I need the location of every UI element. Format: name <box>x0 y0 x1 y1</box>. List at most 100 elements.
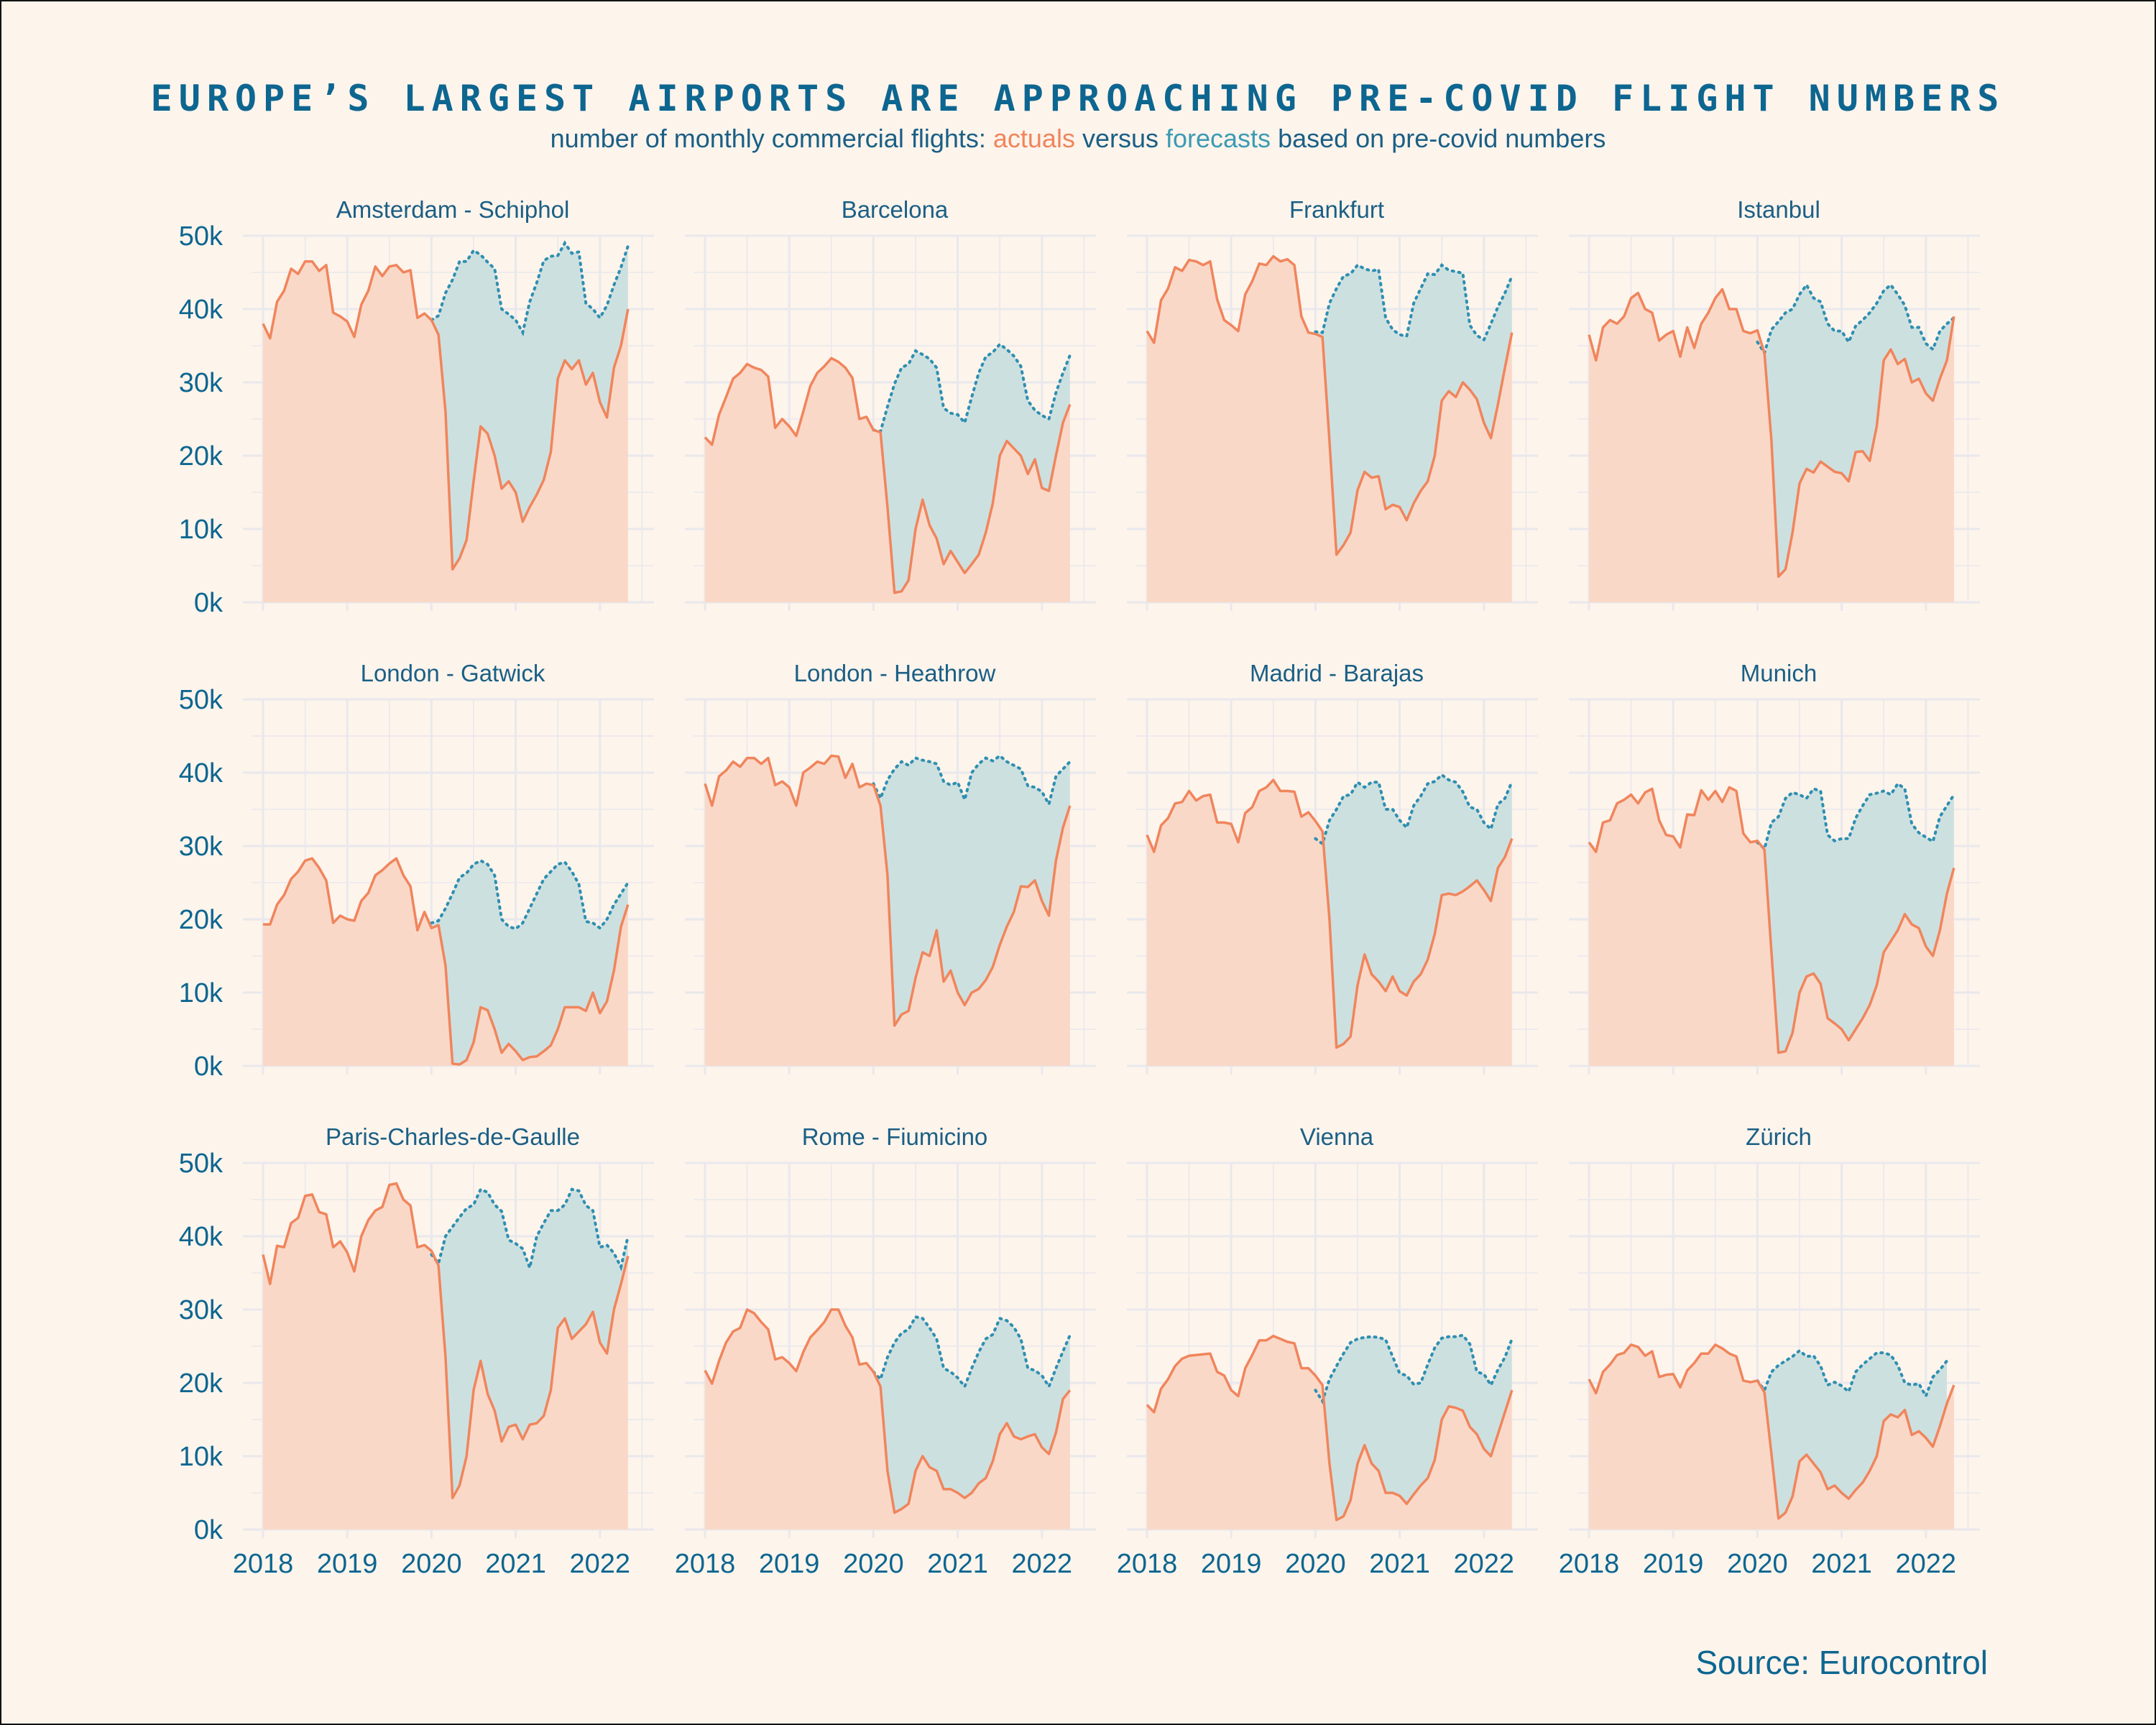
facet-panel: Rome - Fiumicino 2018 2019 2020 2021 2022 <box>675 1123 1096 1579</box>
forecast-area <box>1757 1351 1948 1519</box>
subtitle-forecasts: forecasts <box>1166 124 1271 153</box>
actual-line <box>704 356 1072 594</box>
x-tick-label: 2018 <box>675 1549 736 1579</box>
y-tick-label: 0k <box>194 1052 224 1082</box>
forecast-area <box>431 243 628 570</box>
x-tick-label: 2018 <box>1117 1549 1178 1579</box>
x-tick-label: 2022 <box>570 1549 631 1579</box>
x-tick-label: 2019 <box>1643 1549 1704 1579</box>
facet-panel: Amsterdam - Schiphol 0k 10k 20k 30k 40k 50k <box>179 196 654 618</box>
facet-title: Amsterdam - Schiphol <box>336 196 570 223</box>
forecast-line <box>1314 1333 1514 1405</box>
y-tick-label: 0k <box>194 588 224 618</box>
y-tick-label: 40k <box>179 758 224 788</box>
forecast-line <box>1314 263 1514 342</box>
forecast-area <box>431 860 628 1064</box>
actual-area <box>263 858 628 1066</box>
facet-title: Barcelona <box>842 196 949 223</box>
forecast-area <box>873 344 1070 593</box>
facet-panel: Barcelona <box>685 196 1096 611</box>
x-tick-label: 2022 <box>1454 1549 1515 1579</box>
x-tick-label: 2020 <box>401 1549 462 1579</box>
forecast-line <box>430 240 630 337</box>
x-tick-label: 2019 <box>317 1549 378 1579</box>
facet-title: London - Gatwick <box>361 660 545 686</box>
subtitle-actuals: actuals <box>992 124 1075 153</box>
y-tick-label: 50k <box>179 221 224 252</box>
facet-title: London - Heathrow <box>794 660 996 686</box>
actual-line <box>263 857 630 1066</box>
y-tick-label: 40k <box>179 1222 224 1252</box>
y-tick-label: 30k <box>179 1295 224 1325</box>
forecast-line <box>872 754 1072 809</box>
actual-area <box>263 1183 628 1530</box>
facet-panel: Frankfurt <box>1127 196 1538 611</box>
actual-line <box>1146 1334 1514 1522</box>
forecast-area <box>873 755 1070 1026</box>
facet-panel: Istanbul <box>1569 196 1980 611</box>
x-tick-label: 2019 <box>759 1549 820 1579</box>
forecast-area <box>1315 1335 1512 1520</box>
x-tick-label: 2021 <box>927 1549 988 1579</box>
y-tick-label: 10k <box>179 1442 224 1472</box>
actual-line <box>1146 778 1514 1049</box>
chart-title: EUROPE’S LARGEST AIRPORTS ARE APPROACHIN… <box>150 78 2006 119</box>
forecast-line <box>430 1187 630 1273</box>
facet-title: Munich <box>1741 660 1817 686</box>
forecast-line <box>1756 1348 1949 1400</box>
facet-panel: London - Gatwick 0k 10k 20k 30k 40k 50k <box>179 660 654 1082</box>
actual-line <box>1588 288 1955 579</box>
x-tick-label: 2021 <box>485 1549 546 1579</box>
forecast-line <box>1756 781 1955 852</box>
y-tick-label: 30k <box>179 368 224 398</box>
subtitle-suffix: based on pre-covid numbers <box>1271 124 1606 153</box>
facet-panel: Madrid - Barajas <box>1127 660 1538 1075</box>
actual-area <box>1147 256 1512 602</box>
facet-panel: Zürich 2018 2019 2020 2021 2022 <box>1559 1123 1980 1579</box>
x-tick-label: 2020 <box>1727 1549 1788 1579</box>
x-tick-label: 2021 <box>1369 1549 1430 1579</box>
facet-title: Frankfurt <box>1289 196 1384 223</box>
x-tick-label: 2018 <box>1559 1549 1620 1579</box>
x-tick-label: 2022 <box>1012 1549 1073 1579</box>
facet-title: Madrid - Barajas <box>1250 660 1424 686</box>
facet-title: Istanbul <box>1737 196 1820 223</box>
x-tick-label: 2020 <box>843 1549 904 1579</box>
forecast-line <box>872 342 1072 433</box>
y-tick-label: 20k <box>179 1368 224 1399</box>
y-tick-label: 20k <box>179 441 224 472</box>
y-tick-label: 0k <box>194 1515 224 1545</box>
facet-panel: Munich <box>1569 660 1980 1075</box>
y-tick-label: 50k <box>179 1149 224 1179</box>
actual-line <box>1588 1343 1955 1520</box>
forecast-line <box>1314 773 1514 847</box>
facet-panel: Paris-Charles-de-Gaulle 0k 10k 20k 30k 40k 50k… <box>179 1123 654 1579</box>
forecast-area <box>1315 264 1512 555</box>
forecast-area <box>1315 775 1512 1048</box>
x-tick-label: 2020 <box>1285 1549 1346 1579</box>
x-tick-label: 2021 <box>1811 1549 1872 1579</box>
forecast-area <box>873 1317 1070 1513</box>
facet-title: Rome - Fiumicino <box>802 1123 988 1150</box>
x-tick-label: 2019 <box>1201 1549 1262 1579</box>
forecast-area <box>431 1189 628 1499</box>
facet-title: Vienna <box>1300 1123 1374 1150</box>
forecast-line <box>1756 282 1955 356</box>
y-tick-label: 30k <box>179 832 224 862</box>
subtitle-prefix: number of monthly commercial flights: <box>550 124 993 153</box>
actual-area <box>1147 1335 1512 1530</box>
y-tick-label: 10k <box>179 515 224 545</box>
y-tick-label: 10k <box>179 978 224 1008</box>
actual-area <box>705 358 1070 602</box>
actual-line <box>262 1182 630 1499</box>
actual-line <box>1588 786 1955 1054</box>
x-tick-label: 2022 <box>1896 1549 1957 1579</box>
facet-panel: Vienna 2018 2019 2020 2021 2022 <box>1117 1123 1538 1579</box>
forecast-line <box>430 859 630 931</box>
actual-line <box>704 1308 1072 1514</box>
facet-panel: London - Heathrow <box>685 660 1096 1075</box>
actual-area <box>705 755 1070 1066</box>
forecast-area <box>1757 783 1954 1053</box>
